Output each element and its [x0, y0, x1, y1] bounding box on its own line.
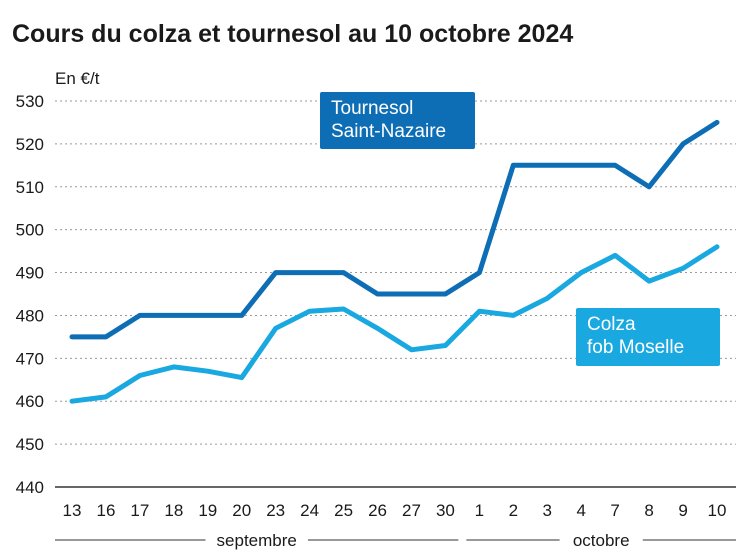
x-tick-label: 20 [232, 501, 251, 520]
y-tick-label: 440 [16, 478, 44, 497]
y-tick-label: 530 [16, 92, 44, 111]
chart-title: Cours du colza et tournesol au 10 octobr… [12, 20, 573, 48]
x-tick-label: 9 [678, 501, 687, 520]
series-label-text: Colza [587, 314, 636, 335]
x-tick-label: 26 [368, 501, 387, 520]
y-tick-label: 480 [16, 306, 44, 325]
x-tick-label: 19 [198, 501, 217, 520]
x-tick-label: 27 [402, 501, 421, 520]
x-tick-label: 8 [644, 501, 653, 520]
x-tick-label: 1 [475, 501, 484, 520]
x-tick-label: 17 [130, 501, 149, 520]
y-tick-label: 490 [16, 264, 44, 283]
x-tick-label: 30 [436, 501, 455, 520]
y-tick-label: 500 [16, 221, 44, 240]
y-tick-label: 510 [16, 178, 44, 197]
x-tick-label: 4 [576, 501, 585, 520]
x-tick-label: 18 [164, 501, 183, 520]
x-tick-label: 7 [610, 501, 619, 520]
x-tick-label: 13 [63, 501, 82, 520]
month-label: septembre [217, 531, 297, 550]
series-label-text: Saint-Nazaire [331, 121, 446, 142]
x-tick-label: 3 [543, 501, 552, 520]
x-tick-label: 23 [266, 501, 285, 520]
series-line-1 [69, 244, 720, 404]
series-label-text: Tournesol [331, 98, 413, 119]
y-tick-label: 450 [16, 435, 44, 454]
month-label: octobre [573, 531, 630, 550]
series-line-0 [69, 119, 720, 340]
series-label-text: fob Moselle [587, 337, 684, 358]
y-tick-label: 460 [16, 392, 44, 411]
x-tick-label: 10 [708, 501, 727, 520]
x-tick-label: 24 [300, 501, 319, 520]
series-label-background [576, 308, 720, 366]
series-lines [69, 119, 720, 404]
x-tick-label: 25 [334, 501, 353, 520]
y-axis-unit: En €/t [55, 69, 100, 88]
x-tick-labels: 13 16 17 18 19 20 23 24 25 26 27 30 1 2 3 4 7 8 9 10 [63, 501, 727, 520]
series-label-background [320, 92, 475, 149]
y-tick-labels: 440 450 460 470 480 490 500 510 520 530 [16, 92, 44, 497]
month-labels: septembre octobre [55, 531, 736, 550]
y-tick-label: 520 [16, 135, 44, 154]
x-tick-label: 2 [509, 501, 518, 520]
y-tick-label: 470 [16, 349, 44, 368]
x-tick-label: 16 [96, 501, 115, 520]
